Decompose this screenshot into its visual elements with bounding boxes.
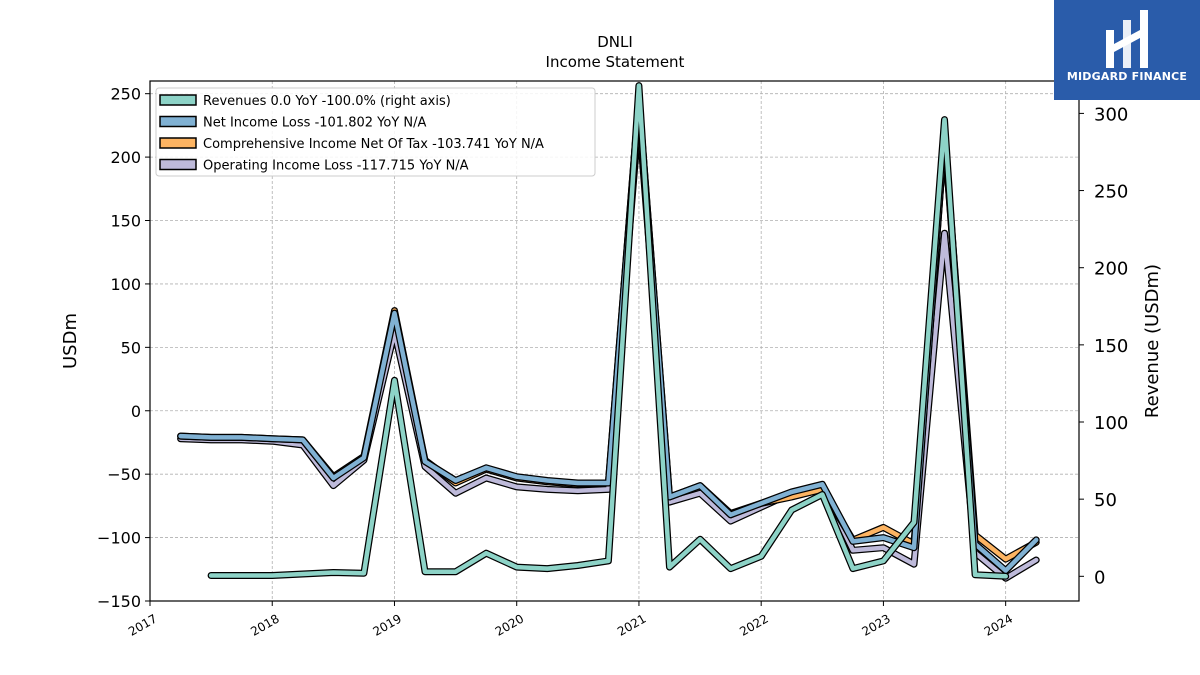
y-tick-label: 50	[121, 338, 141, 357]
y-tick-label: 200	[110, 148, 141, 167]
x-tick-label: 2018	[248, 611, 281, 638]
legend-label: Comprehensive Income Net Of Tax -103.741…	[203, 137, 544, 152]
plot-frame	[149, 80, 1080, 602]
logo-mark-icon	[1106, 10, 1148, 68]
y2-tick-label: 300	[1094, 104, 1128, 125]
x-axis: 2017 2018 2019 2020 2021 2022 2023 2024	[126, 601, 1015, 639]
y2-tick-label: 100	[1094, 413, 1128, 434]
y2-tick-label: 250	[1094, 182, 1128, 203]
y-axis-label: USDm	[60, 313, 81, 369]
y-tick-label: −50	[107, 465, 141, 484]
legend-box	[155, 87, 596, 177]
legend-label: Net Income Loss -101.802 YoY N/A	[203, 116, 426, 131]
x-tick-label: 2022	[737, 611, 770, 638]
chart-subtitle: Income Statement	[546, 53, 685, 71]
legend-label: Operating Income Loss -117.715 YoY N/A	[203, 159, 469, 174]
x-tick-label: 2019	[371, 611, 404, 638]
chart-title: DNLI	[597, 33, 633, 51]
y-axis-right: 300 250 200 150 100 50 0	[1079, 104, 1128, 588]
series-layer	[177, 82, 1040, 582]
y2-axis-label: Revenue (USDm)	[1142, 264, 1163, 418]
brand-logo: MIDGARD FINANCE	[1054, 0, 1200, 100]
x-tick-label: 2017	[126, 611, 159, 638]
x-tick-label: 2021	[615, 611, 648, 638]
y-tick-label: 100	[110, 275, 141, 294]
series-line-revenues	[208, 83, 1008, 579]
y-tick-label: 0	[131, 402, 141, 421]
legend-swatch	[159, 137, 197, 149]
x-tick-label: 2020	[493, 611, 526, 638]
y2-tick-label: 0	[1094, 567, 1105, 588]
x-tick-label: 2023	[859, 611, 892, 638]
y-axis-left: 250 200 150 100 50 0 −50 −100 −150	[97, 85, 150, 611]
legend-swatch	[159, 158, 197, 171]
logo-text: MIDGARD FINANCE	[1066, 70, 1188, 83]
legend-swatch	[159, 94, 197, 106]
y-tick-label: 150	[110, 212, 141, 231]
y-tick-label: −100	[97, 529, 141, 548]
y-tick-label: −150	[97, 592, 141, 611]
legend-label: Revenues 0.0 YoY -100.0% (right axis)	[203, 94, 451, 109]
y2-tick-label: 50	[1094, 490, 1117, 511]
legend: Revenues 0.0 YoY -100.0% (right axis) Net…	[155, 87, 596, 177]
y2-tick-label: 150	[1094, 336, 1128, 357]
legend-swatch	[159, 115, 197, 128]
y2-tick-label: 200	[1094, 259, 1128, 280]
series-line-net	[178, 96, 1039, 573]
y-tick-label: 250	[110, 85, 141, 104]
x-tick-label: 2024	[982, 611, 1015, 638]
